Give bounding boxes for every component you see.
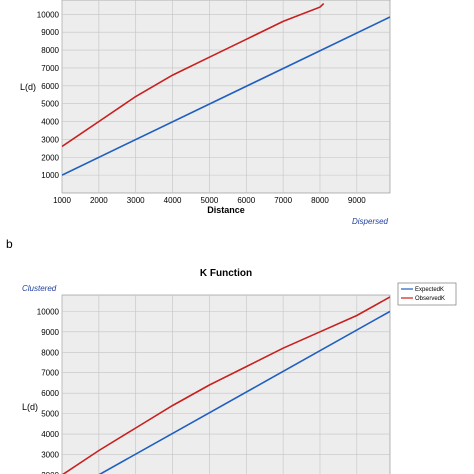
legend-label-observedk: ObservedK <box>415 296 445 302</box>
b-y-tick-label: 3000 <box>41 451 59 460</box>
a-y-tick-label: 5000 <box>41 100 59 109</box>
panel-b-gridlines <box>61 295 390 474</box>
b-y-tick-label: 4000 <box>41 430 59 439</box>
a-y-tick-label: 10000 <box>37 10 60 19</box>
panel-a-series <box>62 3 390 176</box>
panel-a-x-axis-label: Distance <box>207 205 245 215</box>
panel-b-title: K Function <box>200 268 252 279</box>
a-x-tick-label: 2000 <box>90 196 108 205</box>
a-y-tick-label: 2000 <box>41 153 59 162</box>
panel-a-gridlines <box>61 0 390 193</box>
a-x-tick-label: 9000 <box>348 196 366 205</box>
a-y-tick-label: 3000 <box>41 135 59 144</box>
a-x-tick-label: 7000 <box>274 196 292 205</box>
legend-label-expectedk: ExpectedK <box>415 287 444 293</box>
a-observed-line <box>62 3 325 148</box>
a-y-tick-label: 7000 <box>41 64 59 73</box>
panel-a-tick-labels: 1000 2000 3000 4000 5000 6000 7000 8000 9000 1000… <box>37 10 367 205</box>
panel-b-legend: ExpectedK ObservedK <box>397 282 457 306</box>
b-y-tick-label: 8000 <box>41 348 59 357</box>
panel-a-y-axis-label: L(d) <box>20 82 36 92</box>
panel-b-letter: b <box>6 237 13 251</box>
a-y-tick-label: 8000 <box>41 46 59 55</box>
b-y-tick-label: 5000 <box>41 410 59 419</box>
b-y-tick-label: 2000 <box>41 471 59 474</box>
a-x-tick-label: 3000 <box>127 196 145 205</box>
b-observed-line <box>62 296 390 474</box>
b-y-tick-label: 9000 <box>41 328 59 337</box>
a-expected-line <box>62 16 390 176</box>
panel-b-clustered-label: Clustered <box>22 284 57 293</box>
a-x-tick-label: 6000 <box>237 196 255 205</box>
panel-b-chart: K Function Clustered 2000 3000 4000 5000 600… <box>22 268 457 474</box>
panel-a-dispersed-label: Dispersed <box>352 217 389 226</box>
panel-a-chart: 1000 2000 3000 4000 5000 6000 7000 8000 9000 1000… <box>20 0 391 226</box>
a-x-tick-label: 5000 <box>201 196 219 205</box>
a-x-tick-label: 4000 <box>164 196 182 205</box>
a-y-tick-label: 9000 <box>41 28 59 37</box>
a-y-tick-label: 4000 <box>41 118 59 127</box>
a-x-tick-label: 1000 <box>53 196 71 205</box>
b-y-tick-label: 7000 <box>41 369 59 378</box>
b-expected-line <box>98 310 390 474</box>
a-x-tick-label: 8000 <box>311 196 329 205</box>
panel-b-y-axis-label: L(d) <box>22 402 38 412</box>
a-y-tick-label: 6000 <box>41 82 59 91</box>
panel-b-tick-labels: 2000 3000 4000 5000 6000 7000 8000 9000 10000 <box>37 307 60 474</box>
b-y-tick-label: 6000 <box>41 389 59 398</box>
panel-b-series <box>62 296 390 474</box>
a-y-tick-label: 1000 <box>41 171 59 180</box>
b-y-tick-label: 10000 <box>37 307 60 316</box>
